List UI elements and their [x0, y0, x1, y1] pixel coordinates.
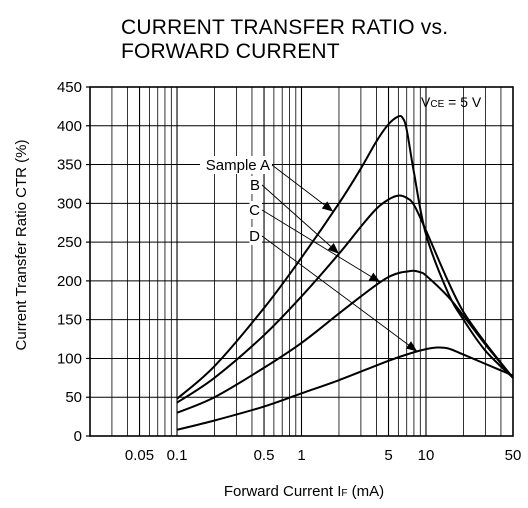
annotation-arrowhead: [321, 201, 334, 212]
annotation-label: Sample A: [206, 157, 270, 174]
curve-series-2: [176, 269, 514, 414]
y-tick-label: 0: [74, 428, 82, 445]
annotation-bg: [249, 176, 262, 194]
y-tick-label: 50: [65, 389, 82, 406]
annotation-leader: [261, 235, 418, 352]
curve-series-3: [176, 346, 514, 431]
x-tick-label: 50: [505, 447, 522, 464]
y-tick-label: 300: [57, 195, 82, 212]
annotation-bg: [249, 201, 262, 219]
annotation-leader: [271, 164, 334, 212]
chart-title-line-2: FORWARD CURRENT: [121, 40, 340, 63]
annotation-label: C: [249, 202, 260, 219]
tick-labels: 0 50 100 150 200 250 300 350 400 450 0.05 0.1 0.5 1 5 1…: [57, 79, 521, 464]
y-tick-label: 350: [57, 157, 82, 174]
y-axis-label: Current Transfer Ratio CTR (%): [13, 140, 30, 351]
grid-lines: [90, 87, 513, 436]
y-tick-label: 150: [57, 312, 82, 329]
y-tick-label: 450: [57, 79, 82, 96]
y-tick-label: 100: [57, 350, 82, 367]
plot-frame: [89, 86, 514, 437]
x-tick-label: 5: [384, 447, 392, 464]
x-tick-label: 1: [297, 447, 305, 464]
x-axis-label: Forward Current IF (mA): [224, 483, 384, 500]
x-tick-label: 0.1: [167, 447, 188, 464]
annotation-arrowhead: [327, 243, 339, 254]
annotation-leader: [261, 209, 381, 283]
annotation-label: D: [249, 228, 260, 245]
chart-title-line-1: CURRENT TRANSFER RATIO vs.: [121, 16, 449, 39]
annotation-arrowhead: [368, 272, 381, 283]
annotation-label: B: [250, 177, 260, 194]
y-tick-label: 250: [57, 234, 82, 251]
y-tick-label: 200: [57, 273, 82, 290]
y-tick-label: 400: [57, 118, 82, 135]
annotation-arrowhead: [405, 341, 418, 352]
annotation-bg: [200, 156, 272, 174]
x-tick-label: 0.5: [254, 447, 275, 464]
condition-label: VCE = 5 V: [421, 94, 482, 110]
curve-series-1: [176, 194, 514, 404]
annotation-bg: [249, 227, 262, 245]
annotation-leader: [261, 184, 340, 255]
x-tick-label: 0.05: [125, 447, 154, 464]
annotation-layer: Sample A BCD: [200, 156, 418, 352]
x-tick-label: 10: [418, 447, 435, 464]
curve-layer: [176, 114, 514, 431]
